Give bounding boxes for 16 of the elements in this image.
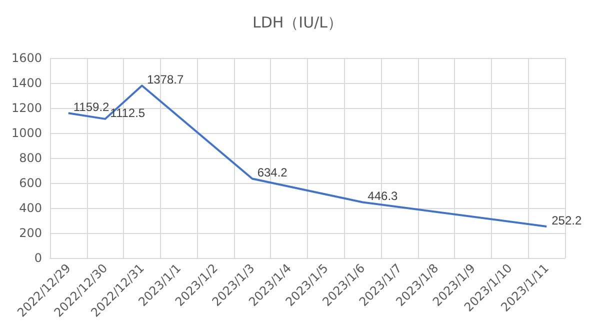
y-tick-label: 600 xyxy=(19,176,42,190)
data-label: 446.3 xyxy=(368,189,398,204)
y-tick-label: 1000 xyxy=(11,126,42,140)
y-tick-label: 400 xyxy=(19,201,42,215)
y-tick-label: 200 xyxy=(19,226,42,240)
data-label: 252.2 xyxy=(552,213,582,228)
chart-title: LDH（IU/L） xyxy=(252,14,342,32)
data-label: 1112.5 xyxy=(110,106,146,120)
data-label: 1378.7 xyxy=(146,72,184,87)
data-label: 1159.2 xyxy=(73,100,110,114)
y-tick-label: 800 xyxy=(19,151,42,165)
y-tick-label: 0 xyxy=(34,251,42,265)
y-tick-label: 1400 xyxy=(11,76,42,90)
data-label: 634.2 xyxy=(257,166,288,180)
y-tick-label: 1200 xyxy=(11,101,42,115)
y-tick-label: 1600 xyxy=(11,51,42,65)
